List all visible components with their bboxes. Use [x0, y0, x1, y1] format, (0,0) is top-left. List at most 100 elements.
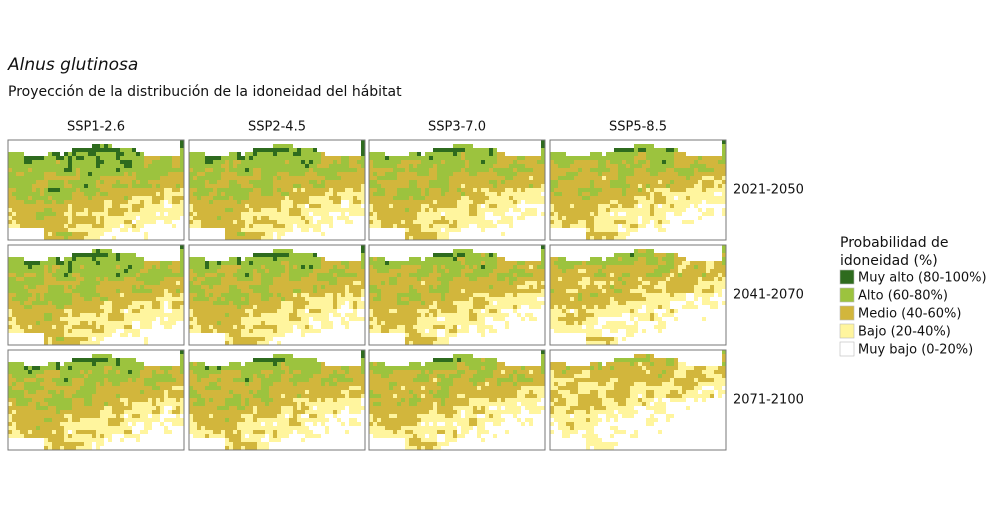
map-cell — [40, 188, 44, 192]
map-cell — [493, 188, 497, 192]
map-cell — [20, 160, 24, 164]
map-cell — [305, 216, 309, 220]
map-cell — [614, 168, 618, 172]
map-cell — [76, 277, 80, 281]
map-cell — [176, 281, 180, 285]
map-cell — [241, 265, 245, 269]
map-cell — [269, 164, 273, 168]
map-cell — [622, 156, 626, 160]
map-cell — [409, 228, 413, 232]
map-cell — [12, 220, 16, 224]
map-cell — [52, 208, 56, 212]
map-cell — [132, 184, 136, 188]
map-cell — [104, 297, 108, 301]
map-cell — [76, 329, 80, 333]
map-cell — [64, 180, 68, 184]
map-cell — [172, 309, 176, 313]
map-cell — [293, 269, 297, 273]
map-cell — [329, 200, 333, 204]
map-cell — [674, 204, 678, 208]
map-cell — [634, 176, 638, 180]
map-cell — [100, 277, 104, 281]
map-cell — [385, 184, 389, 188]
map-cell — [28, 208, 32, 212]
map-cell — [562, 212, 566, 216]
map-cell — [140, 285, 144, 289]
map-cell — [80, 305, 84, 309]
map-cell — [201, 309, 205, 313]
map-cell — [425, 208, 429, 212]
map-cell — [108, 184, 112, 188]
map-cell — [682, 184, 686, 188]
map-cell — [40, 325, 44, 329]
map-cell — [168, 220, 172, 224]
map-cell — [108, 269, 112, 273]
map-cell — [221, 273, 225, 277]
map-cell — [650, 168, 654, 172]
map-cell — [28, 329, 32, 333]
map-cell — [281, 160, 285, 164]
map-cell — [505, 204, 509, 208]
map-cell — [8, 212, 12, 216]
map-cell — [92, 277, 96, 281]
map-cell — [24, 196, 28, 200]
map-cell — [237, 321, 241, 325]
map-cell — [285, 261, 289, 265]
map-cell — [60, 321, 64, 325]
map-cell — [257, 156, 261, 160]
map-cell — [197, 220, 201, 224]
map-cell — [16, 156, 20, 160]
map-cell — [88, 204, 92, 208]
map-cell — [68, 309, 72, 313]
map-cell — [132, 148, 136, 152]
map-cell — [88, 232, 92, 236]
map-cell — [168, 208, 172, 212]
map-cell — [104, 184, 108, 188]
map-cell — [128, 305, 132, 309]
map-cell — [646, 216, 650, 220]
map-cell — [325, 293, 329, 297]
map-cell — [205, 269, 209, 273]
map-cell — [176, 156, 180, 160]
map-cell — [562, 180, 566, 184]
map-cell — [52, 321, 56, 325]
map-cell — [489, 196, 493, 200]
map-cell — [293, 281, 297, 285]
map-cell — [313, 309, 317, 313]
map-cell — [566, 172, 570, 176]
map-cell — [176, 184, 180, 188]
map-cell — [245, 160, 249, 164]
map-cell — [225, 172, 229, 176]
map-cell — [201, 164, 205, 168]
map-cell — [269, 156, 273, 160]
map-cell — [341, 192, 345, 196]
map-cell — [485, 148, 489, 152]
map-cell — [618, 184, 622, 188]
map-cell — [558, 200, 562, 204]
map-cell — [225, 156, 229, 160]
map-cell — [84, 285, 88, 289]
map-cell — [172, 192, 176, 196]
map-cell — [124, 317, 128, 321]
map-cell — [297, 321, 301, 325]
map-cell — [76, 337, 80, 341]
map-cell — [638, 176, 642, 180]
map-cell — [525, 156, 529, 160]
map-cell — [281, 257, 285, 261]
map-cell — [461, 216, 465, 220]
map-cell — [68, 289, 72, 293]
map-cell — [253, 293, 257, 297]
map-cell — [60, 172, 64, 176]
map-cell — [225, 216, 229, 220]
map-cell — [80, 212, 84, 216]
map-cell — [180, 273, 184, 277]
map-cell — [666, 200, 670, 204]
map-cell — [116, 176, 120, 180]
map-cell — [152, 269, 156, 273]
map-cell — [265, 313, 269, 317]
map-cell — [353, 172, 357, 176]
map-cell — [160, 313, 164, 317]
map-cell — [265, 184, 269, 188]
map-cell — [301, 164, 305, 168]
map-cell — [92, 220, 96, 224]
